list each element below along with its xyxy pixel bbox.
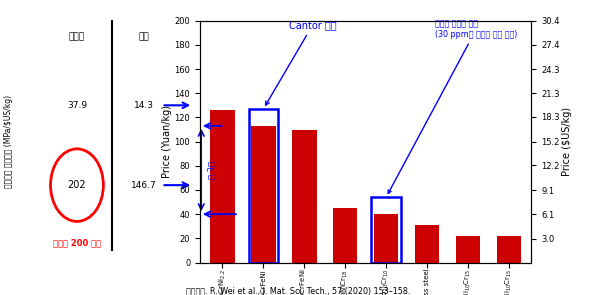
Text: 연구자 합금과 유사
(30 ppm의 극미량 보론 쳊가): 연구자 합금과 유사 (30 ppm의 극미량 보론 쳊가) (388, 19, 518, 194)
Text: 상온: 상온 (139, 33, 149, 42)
Text: 약 3배: 약 3배 (207, 161, 216, 179)
Text: 146.7: 146.7 (131, 181, 157, 190)
Bar (333, 208, 358, 263)
Bar (415, 225, 439, 263)
Bar (292, 130, 316, 263)
Bar (371, 197, 401, 263)
Text: 37.9: 37.9 (67, 101, 87, 110)
Y-axis label: Price (Yuan/kg): Price (Yuan/kg) (162, 105, 171, 178)
Text: 참고문헌. R. Wei et al., J. Mat. Sci. Tech., 57 (2020) 153–158.: 참고문헌. R. Wei et al., J. Mat. Sci. Tech.,… (186, 286, 411, 295)
Bar (497, 236, 521, 263)
Text: 202: 202 (67, 180, 86, 190)
Text: 목표치 200 달성: 목표치 200 달성 (53, 239, 101, 248)
Y-axis label: Price ($US/kg): Price ($US/kg) (562, 107, 573, 176)
Text: Cantor 합금: Cantor 합금 (266, 20, 336, 105)
Bar (374, 214, 398, 263)
Bar (456, 236, 480, 263)
Bar (251, 126, 276, 263)
Text: 14.3: 14.3 (134, 101, 154, 110)
Text: 극저온: 극저온 (69, 33, 85, 42)
Bar (210, 110, 235, 263)
Bar (249, 109, 278, 263)
Text: 가격대비 항복강도 (MPa/$US/kg): 가격대비 항복강도 (MPa/$US/kg) (4, 95, 13, 188)
